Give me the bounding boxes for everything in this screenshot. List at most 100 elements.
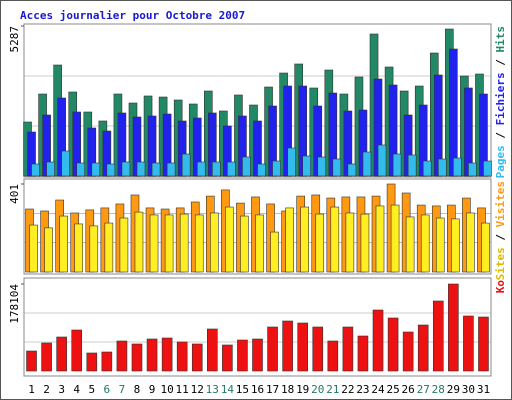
bar xyxy=(46,161,55,177)
bar xyxy=(227,161,236,177)
bar xyxy=(207,328,218,372)
bar xyxy=(71,329,83,372)
bar xyxy=(297,322,308,372)
bar xyxy=(56,336,67,372)
bar xyxy=(448,283,459,372)
bar xyxy=(106,163,116,177)
bar xyxy=(267,326,278,372)
bar xyxy=(453,157,462,177)
bar xyxy=(417,324,429,372)
bar xyxy=(161,337,173,372)
x-tick-label: 2 xyxy=(43,383,50,396)
bar xyxy=(255,214,264,273)
x-tick-label: 24 xyxy=(371,383,385,396)
x-tick-label: 8 xyxy=(134,383,141,396)
bar xyxy=(466,212,475,273)
legend-entry: Sites xyxy=(494,247,507,280)
bar xyxy=(61,150,70,177)
legend: Pages / Fichiers / Hits xyxy=(494,26,507,178)
bar xyxy=(181,153,191,177)
bar xyxy=(282,320,293,372)
x-tick-label: 28 xyxy=(432,383,445,396)
legend-separator: / xyxy=(494,53,507,73)
bar xyxy=(26,350,37,372)
bar xyxy=(302,155,311,177)
bar xyxy=(194,214,204,273)
bar xyxy=(405,216,415,273)
bar xyxy=(327,340,339,372)
bar xyxy=(257,163,266,177)
bar xyxy=(345,212,355,273)
x-tick-label: 22 xyxy=(341,383,354,396)
x-tick-label: 11 xyxy=(176,383,189,396)
bar xyxy=(121,161,131,177)
bar xyxy=(131,343,143,372)
bar xyxy=(342,326,354,372)
bar xyxy=(422,160,432,177)
x-tick-label: 12 xyxy=(191,383,204,396)
x-tick-label: 30 xyxy=(462,383,475,396)
x-tick-label: 20 xyxy=(311,383,324,396)
bar xyxy=(116,340,128,372)
bar xyxy=(481,222,490,273)
bar xyxy=(179,213,189,273)
bar xyxy=(347,163,357,177)
bar xyxy=(91,162,101,177)
bar xyxy=(357,335,369,372)
bar xyxy=(196,161,206,177)
x-tick-label: 27 xyxy=(417,383,430,396)
bar xyxy=(478,316,489,372)
legend-entry: Visites xyxy=(494,181,507,227)
y-tick-label: 178104 xyxy=(8,284,21,324)
x-tick-label: 25 xyxy=(386,383,399,396)
bar xyxy=(164,214,174,273)
bar xyxy=(420,214,430,273)
legend: Ko xyxy=(494,280,507,294)
bar xyxy=(360,213,370,273)
bar xyxy=(76,162,86,177)
bar xyxy=(437,158,447,177)
bar xyxy=(240,215,249,273)
legend-entry: Ko xyxy=(494,280,507,294)
x-tick-label: 15 xyxy=(236,383,249,396)
bar xyxy=(362,151,372,177)
bar xyxy=(104,222,114,273)
bar xyxy=(242,156,251,177)
bar xyxy=(237,339,248,372)
bar xyxy=(101,351,113,372)
x-tick-label: 9 xyxy=(149,383,156,396)
x-tick-label: 10 xyxy=(160,383,173,396)
bar xyxy=(89,225,99,273)
bar xyxy=(149,214,159,273)
chart-title: Acces journalier pour Octobre 2007 xyxy=(20,9,245,22)
x-tick-label: 29 xyxy=(447,383,460,396)
bar xyxy=(332,158,342,177)
x-tick-label: 13 xyxy=(206,383,219,396)
x-tick-label: 17 xyxy=(266,383,279,396)
bar xyxy=(134,211,144,273)
bar xyxy=(435,217,445,273)
bar xyxy=(300,206,309,273)
bar xyxy=(166,162,176,177)
bar xyxy=(270,231,279,273)
bar xyxy=(222,344,233,372)
bar xyxy=(449,48,458,177)
x-tick-label: 14 xyxy=(221,383,235,396)
x-tick-label: 19 xyxy=(296,383,309,396)
legend-separator: / xyxy=(494,227,507,247)
x-tick-label: 23 xyxy=(356,383,369,396)
bar xyxy=(119,217,129,273)
bar xyxy=(375,205,385,273)
bar xyxy=(285,207,294,273)
bar xyxy=(212,161,221,177)
bar xyxy=(272,160,281,177)
bar xyxy=(287,147,296,177)
x-tick-label: 3 xyxy=(58,383,65,396)
bar xyxy=(377,144,387,177)
bar xyxy=(392,153,402,177)
bar xyxy=(315,213,325,273)
legend-entry: Fichiers xyxy=(494,72,507,125)
legend-entry: Pages xyxy=(494,145,507,178)
bar xyxy=(74,223,84,273)
x-tick-label: 5 xyxy=(88,383,95,396)
